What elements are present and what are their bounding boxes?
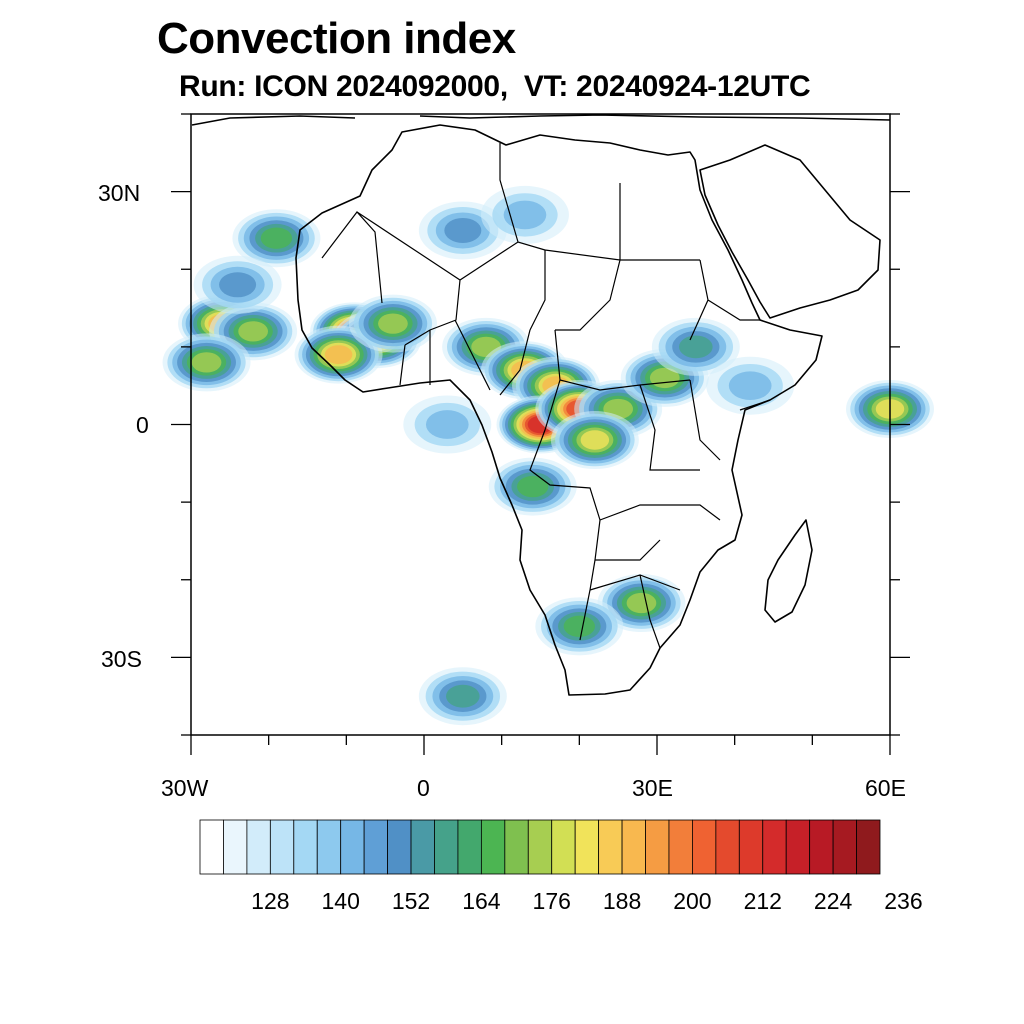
colorbar-swatch <box>340 819 365 875</box>
colorbar-swatch <box>785 819 811 875</box>
colorbar <box>199 819 881 875</box>
colorbar-label: 152 <box>391 888 431 914</box>
convection-cell <box>706 356 795 415</box>
convection-contour <box>219 272 257 298</box>
tick-marks <box>171 113 910 755</box>
convection-contour <box>238 321 268 342</box>
colorbar-swatch <box>574 819 600 875</box>
convection-contour <box>626 592 657 614</box>
colorbar-swatch <box>363 819 388 875</box>
convection-cell <box>403 395 492 454</box>
convection-contour <box>191 352 222 373</box>
colorbar-swatch <box>738 819 764 875</box>
colorbar-label: 188 <box>602 888 642 914</box>
convection-contour <box>378 313 408 334</box>
convection-cell <box>480 185 569 244</box>
convection-cell <box>193 255 282 314</box>
convection-contour <box>580 430 610 450</box>
lat-label-0: 0 <box>136 412 149 438</box>
convection-cell <box>535 597 624 656</box>
colorbar-swatch <box>527 819 553 875</box>
coastlines <box>191 114 891 696</box>
lon-label-60e: 60E <box>865 775 906 801</box>
convection-contour <box>444 217 482 243</box>
colorbar-label: 236 <box>884 888 923 914</box>
colorbar-label: 200 <box>673 888 712 914</box>
colorbar-swatch <box>246 819 271 875</box>
colorbar-swatch <box>223 819 248 875</box>
colorbar-label: 140 <box>321 888 360 914</box>
convection-cell <box>550 411 639 470</box>
colorbar-label: 176 <box>532 888 571 914</box>
colorbar-swatch <box>621 819 646 875</box>
convection-contour <box>503 200 547 230</box>
colorbar-swatch <box>809 819 834 875</box>
convection-contour <box>425 410 469 439</box>
europe-coast <box>191 114 891 126</box>
colorbar-label: 224 <box>813 888 853 914</box>
lat-label-30s: 30S <box>101 646 142 672</box>
convection-cell <box>348 294 437 353</box>
colorbar-swatch <box>832 819 857 875</box>
colorbar-label: 128 <box>251 888 290 914</box>
convection-cell <box>597 574 686 633</box>
convection-contour <box>446 684 480 708</box>
convection-cell <box>651 317 740 376</box>
colorbar-swatch <box>598 819 623 875</box>
convection-cell <box>418 667 507 726</box>
convection-contour <box>563 615 595 637</box>
colorbar-swatch <box>645 819 670 875</box>
convection-cell <box>418 201 507 260</box>
colorbar-swatch <box>269 819 295 875</box>
colorbar-swatch <box>668 819 693 875</box>
convection-contour <box>517 475 549 498</box>
colorbar-swatch <box>293 819 318 875</box>
convection-contour <box>324 345 353 365</box>
map-title: Convection index <box>157 14 516 63</box>
colorbar-swatch <box>551 819 576 875</box>
colorbar-swatch <box>504 819 529 875</box>
borders <box>321 143 771 649</box>
arabian-peninsula <box>699 144 881 319</box>
border-lines <box>321 143 771 649</box>
colorbar-swatch <box>316 819 342 875</box>
colorbar-swatch <box>387 819 412 875</box>
convection-contour <box>260 227 293 249</box>
lon-label-0: 0 <box>417 775 430 801</box>
convection-cell <box>162 333 251 392</box>
convection-cell <box>294 325 383 384</box>
colorbar-swatch <box>692 819 717 875</box>
lat-label-30n: 30N <box>98 180 141 206</box>
convection-contour <box>679 335 713 359</box>
colorbar-swatch <box>410 819 435 875</box>
colorbar-swatch <box>434 819 459 875</box>
colorbar-label: 212 <box>743 888 782 914</box>
africa-coastline <box>295 124 823 696</box>
lon-label-30w: 30W <box>161 775 209 801</box>
colorbar-swatch <box>480 819 506 875</box>
colorbar-swatch <box>856 819 881 875</box>
convection-contour <box>728 371 772 401</box>
madagascar <box>764 519 813 623</box>
convection-cell <box>232 209 321 268</box>
map-subtitle: Run: ICON 2024092000, VT: 20240924-12UTC <box>179 70 811 103</box>
convection-cell <box>209 302 298 361</box>
lon-label-30e: 30E <box>632 775 673 801</box>
colorbar-swatch <box>762 819 787 875</box>
colorbar-label: 164 <box>462 888 501 914</box>
colorbar-swatch <box>715 819 740 875</box>
colorbar-swatch <box>457 819 482 875</box>
convection-field <box>162 185 934 726</box>
colorbar-swatch <box>199 819 224 875</box>
